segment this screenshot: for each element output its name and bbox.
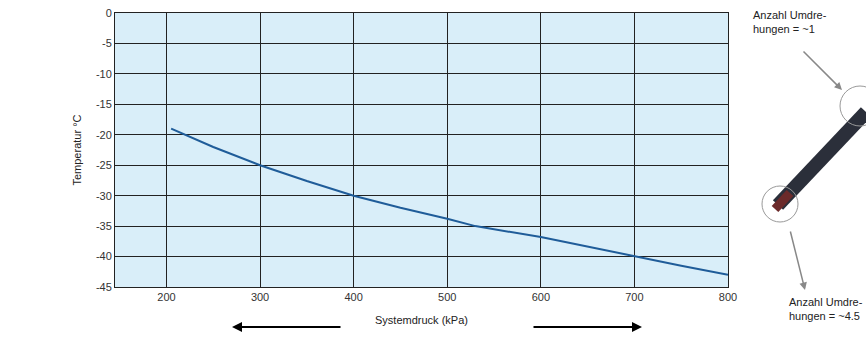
svg-text:0: 0	[106, 7, 112, 19]
svg-text:200: 200	[157, 291, 175, 303]
svg-text:500: 500	[438, 291, 456, 303]
svg-text:-45: -45	[96, 281, 112, 293]
svg-text:-20: -20	[96, 129, 112, 141]
svg-text:700: 700	[625, 291, 643, 303]
svg-text:300: 300	[251, 291, 269, 303]
svg-text:Anzahl Umdre-hungen = ~4.5: Anzahl Umdre-hungen = ~4.5	[789, 296, 863, 322]
svg-text:-40: -40	[96, 250, 112, 262]
svg-text:600: 600	[532, 291, 550, 303]
svg-text:400: 400	[344, 291, 362, 303]
svg-text:Anzahl Umdre-hungen = ~1: Anzahl Umdre-hungen = ~1	[753, 9, 827, 35]
svg-text:-35: -35	[96, 220, 112, 232]
svg-text:-5: -5	[102, 37, 112, 49]
svg-text:-30: -30	[96, 190, 112, 202]
svg-text:-15: -15	[96, 98, 112, 110]
svg-text:-10: -10	[96, 68, 112, 80]
svg-text:Temperatur °C: Temperatur °C	[71, 114, 83, 185]
svg-text:-25: -25	[96, 159, 112, 171]
svg-text:Systemdruck (kPa): Systemdruck (kPa)	[375, 314, 468, 326]
svg-text:800: 800	[719, 291, 737, 303]
